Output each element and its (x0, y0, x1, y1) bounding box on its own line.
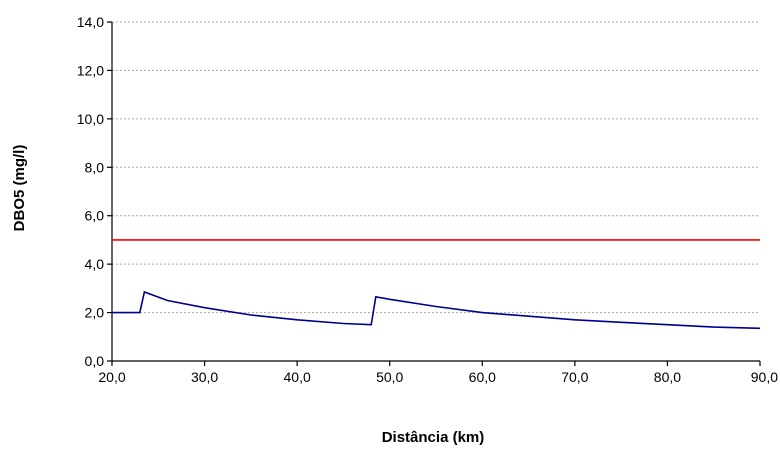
x-tick-label: 50,0 (376, 369, 403, 385)
x-tick-label: 20,0 (98, 369, 125, 385)
y-tick-label: 0,0 (85, 353, 105, 369)
x-tick-labels: 20,0 30,0 40,0 50,0 60,0 70,0 80,0 90,0 (98, 369, 778, 385)
y-tick-label: 6,0 (85, 208, 105, 224)
x-tick-label: 90,0 (751, 369, 778, 385)
grid-lines (112, 21, 760, 314)
y-axis-title: DBO5 (mg/l) (11, 145, 28, 232)
y-tick-label: 14,0 (77, 14, 104, 30)
dbo5-profile-line (112, 290, 761, 330)
series-lines (112, 239, 761, 330)
y-tick-label: 4,0 (85, 256, 105, 272)
x-tick-label: 40,0 (284, 369, 311, 385)
x-axis-title: Distância (km) (382, 429, 485, 446)
y-tick-label: 2,0 (85, 305, 105, 321)
y-tick-label: 10,0 (77, 111, 104, 127)
axes (107, 21, 761, 366)
x-tick-label: 80,0 (654, 369, 681, 385)
x-tick-label: 70,0 (561, 369, 588, 385)
y-tick-label: 12,0 (77, 62, 104, 78)
x-tick-label: 30,0 (191, 369, 218, 385)
x-tick-label: 60,0 (469, 369, 496, 385)
y-tick-label: 8,0 (85, 159, 105, 175)
y-tick-labels: 0,0 2,0 4,0 6,0 8,0 10,0 12,0 14,0 (77, 14, 104, 369)
